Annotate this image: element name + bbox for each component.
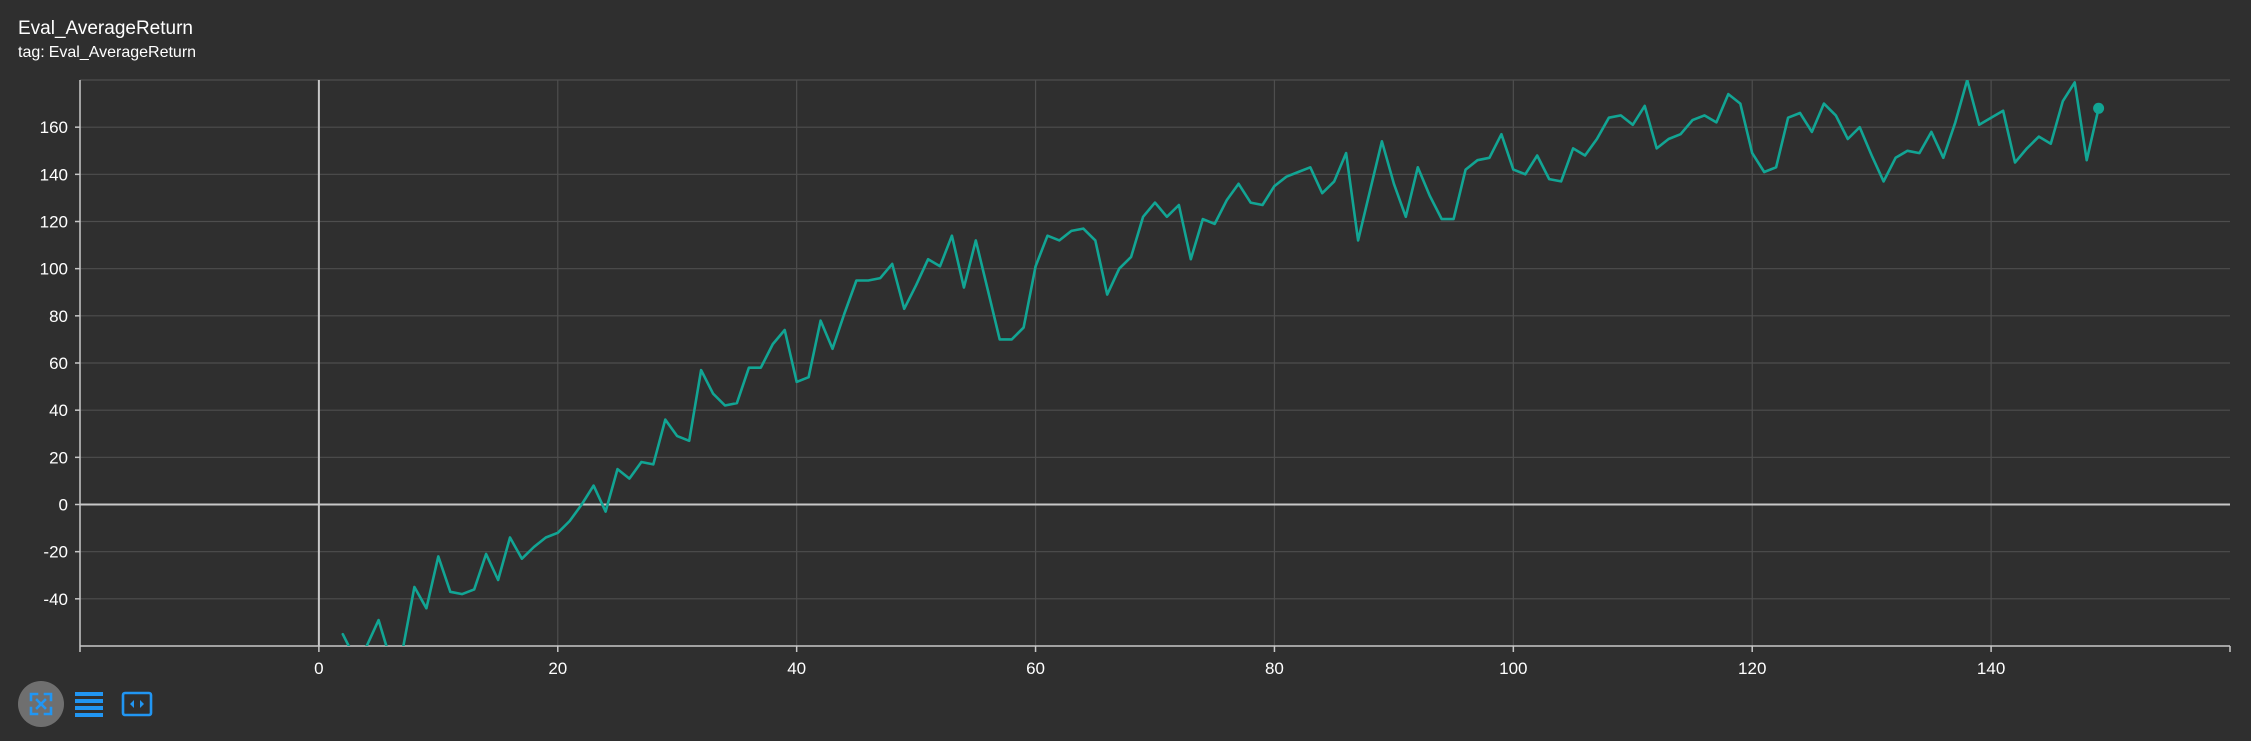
- x-tick-label: 100: [1499, 659, 1527, 678]
- fit-to-data-button[interactable]: [18, 681, 64, 727]
- y-tick-label: 100: [40, 260, 68, 279]
- data-table-button[interactable]: [66, 681, 112, 727]
- tag-label: tag:: [18, 44, 45, 61]
- chart-title: Eval_AverageReturn: [18, 18, 193, 39]
- y-axis-range-icon: [121, 691, 153, 717]
- x-tick-label: 20: [548, 659, 567, 678]
- y-tick-label: -20: [43, 543, 68, 562]
- last-point-marker: [2093, 102, 2105, 114]
- y-tick-label: -40: [43, 590, 68, 609]
- series-group: [341, 80, 2100, 646]
- tag-value: Eval_AverageReturn: [48, 44, 197, 61]
- y-tick-label: 80: [49, 307, 68, 326]
- y-tick-label: 0: [59, 496, 68, 515]
- y-tick-label: 140: [40, 165, 68, 184]
- y-tick-label: 120: [40, 213, 68, 232]
- x-tick-label: 0: [314, 659, 323, 678]
- y-tick-label: 20: [49, 448, 68, 467]
- x-tick-label: 60: [1026, 659, 1045, 678]
- y-tick-label: 60: [49, 354, 68, 373]
- chart-tag: tag: Eval_AverageReturn: [18, 44, 196, 62]
- x-tick-label: 120: [1738, 659, 1766, 678]
- y-axis-range-button[interactable]: [114, 681, 160, 727]
- x-tick-label: 40: [787, 659, 806, 678]
- fit-to-data-icon: [29, 692, 53, 716]
- y-tick-label: 160: [40, 118, 68, 137]
- chart-toolbar: [18, 680, 162, 728]
- data-table-icon: [75, 692, 103, 717]
- series-line: [341, 80, 2100, 646]
- x-tick-label: 140: [1977, 659, 2005, 678]
- y-tick-label: 40: [49, 401, 68, 420]
- x-tick-label: 80: [1265, 659, 1284, 678]
